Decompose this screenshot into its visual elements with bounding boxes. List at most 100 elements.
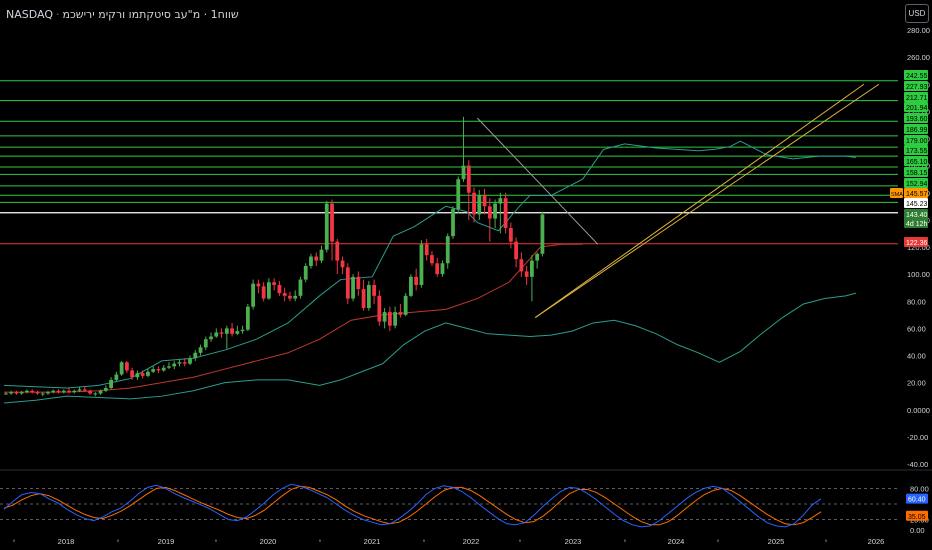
price-label-bg (904, 198, 928, 208)
title-separator: · (56, 8, 60, 21)
x-tick-label: 2019 (158, 537, 175, 546)
candle-body (214, 332, 219, 337)
stoch-k-line (3, 483, 822, 528)
candle-body (82, 389, 87, 391)
currency-button[interactable]: USD (905, 4, 929, 23)
price-label: 193.60 (906, 116, 928, 123)
x-tick-label: 2025 (768, 537, 785, 546)
candle-body (361, 289, 366, 309)
price-label: 165.10 (906, 159, 928, 166)
candle-body (298, 279, 303, 296)
candle-body (256, 283, 261, 287)
price-label-bg (904, 145, 928, 155)
candle-body (267, 282, 271, 299)
candle-body (46, 392, 50, 394)
x-tick-label: 2023 (565, 537, 582, 546)
y-tick-label: 260.00 (907, 53, 930, 62)
candle-body (398, 312, 403, 315)
candle-body (440, 263, 445, 275)
price-label-bg (904, 124, 928, 134)
candle-body (272, 282, 277, 285)
price-label-bg (904, 81, 928, 91)
trendline-down (477, 117, 599, 245)
candle-body (288, 295, 292, 299)
candle-body (477, 195, 482, 215)
bollinger-upper-line (3, 140, 857, 389)
candle-body (209, 336, 213, 340)
price-label-bg (904, 188, 928, 198)
price-label-bg (904, 209, 928, 219)
candle-body (151, 369, 156, 372)
x-tick-label: י (215, 537, 217, 546)
price-label: 145.23 (906, 201, 928, 208)
price-label-bg (904, 167, 928, 177)
price-label-bg (904, 102, 928, 112)
candle-body (9, 392, 14, 394)
candle-body (245, 306, 250, 330)
candle-body (182, 362, 187, 364)
candle-body (235, 331, 240, 334)
stoch-tick-label: 80.00 (910, 484, 929, 493)
candle-body (35, 392, 40, 394)
candle-body (456, 179, 461, 210)
x-tick-label: י (825, 537, 827, 546)
candle-body (461, 165, 466, 180)
y-tick-label: -20.00 (907, 433, 928, 442)
candle-body (77, 389, 82, 391)
candle-body (445, 236, 450, 264)
candle-body (309, 256, 313, 266)
candle-body (366, 284, 371, 309)
candle-body (30, 390, 35, 393)
x-tick-label: 2020 (260, 537, 277, 546)
x-tick-label: י (519, 537, 521, 546)
x-tick-label: י (624, 537, 626, 546)
candle-body (130, 370, 135, 378)
candle-body (403, 295, 408, 315)
candle-body (387, 312, 392, 326)
candle-body (240, 329, 245, 332)
price-label: 145.57 (906, 191, 928, 198)
x-tick-label: 2022 (463, 537, 480, 546)
candle-body (382, 312, 387, 322)
candle-body (219, 332, 224, 334)
price-label: 152.94 (906, 181, 928, 188)
candle-body (466, 165, 471, 193)
price-label-bg (904, 237, 928, 247)
trendline-up (534, 83, 880, 318)
candle-body (530, 260, 534, 277)
candle-body (435, 263, 440, 275)
candle-body (161, 367, 166, 371)
price-label-bg (904, 218, 928, 228)
stoch-k-label-bg (906, 493, 928, 504)
candle-body (293, 295, 298, 299)
candle-body (514, 241, 519, 260)
candle-body (119, 362, 124, 375)
price-label: 143.40 (906, 212, 928, 219)
candle-body (193, 352, 198, 359)
price-label: 201.94 (906, 105, 928, 112)
price-label-bg (904, 113, 928, 123)
chart-title: NASDAQ · שווח1 · מ"עב סיטקתמו ורקימ ירישכמ (6, 8, 239, 21)
candle-body (324, 203, 329, 250)
candle-body (156, 369, 161, 371)
sma-tag-bg (890, 188, 903, 198)
symbol-label: NASDAQ (6, 8, 54, 21)
y-tick-label: 80.00 (907, 297, 926, 306)
y-tick-label: 20.00 (907, 379, 926, 388)
candle-body (393, 312, 398, 326)
candle-body (330, 203, 334, 242)
candle-body (508, 228, 513, 242)
candle-body (72, 390, 77, 393)
candle-body (314, 256, 319, 261)
candle-body (482, 195, 487, 207)
y-tick-label: 120.00 (907, 243, 930, 252)
candle-body (40, 393, 45, 395)
price-label: 179.00 (906, 138, 928, 145)
candle-body (424, 244, 429, 256)
candles-group (4, 116, 545, 397)
candle-body (114, 374, 119, 380)
x-tick-label: י (117, 537, 119, 546)
candle-body (14, 392, 19, 394)
instrument-name: שווח1 · מ"עב סיטקתמו ורקימ ירישכמ (62, 8, 239, 21)
